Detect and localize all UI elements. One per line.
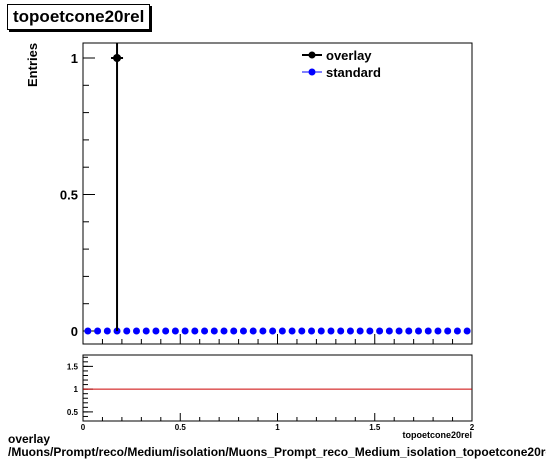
- standard-point: [239, 327, 247, 335]
- ratio-y-tick-label: 1: [74, 385, 79, 394]
- standard-point: [308, 327, 316, 335]
- ratio-frame: [82, 354, 473, 422]
- legend-marker: [308, 68, 316, 76]
- ratio-x-tick-label: 2: [470, 423, 475, 432]
- standard-point: [152, 327, 160, 335]
- y-tick-label: 1: [71, 51, 78, 66]
- standard-point: [415, 327, 423, 335]
- standard-point: [103, 327, 111, 335]
- standard-point: [337, 327, 345, 335]
- standard-point: [366, 327, 374, 335]
- standard-point: [356, 327, 364, 335]
- standard-point: [191, 327, 199, 335]
- standard-point: [453, 327, 461, 335]
- standard-point: [259, 327, 267, 335]
- standard-point: [171, 327, 179, 335]
- legend-marker: [308, 51, 316, 59]
- standard-point: [181, 327, 189, 335]
- standard-point: [201, 327, 209, 335]
- footer-path: /Muons/Prompt/reco/Medium/isolation/Muon…: [8, 445, 546, 459]
- standard-point: [94, 327, 102, 335]
- chart-title: topoetcone20rel: [7, 4, 151, 30]
- ratio-x-tick-label: 0.5: [175, 423, 187, 432]
- standard-point: [220, 327, 228, 335]
- ratio-x-tick-label: 1.5: [369, 423, 381, 432]
- standard-point: [249, 327, 257, 335]
- footer-label: overlay: [8, 432, 51, 446]
- standard-point: [376, 327, 384, 335]
- standard-point: [298, 327, 306, 335]
- ratio-y-tick-label: 1.5: [67, 362, 79, 371]
- main-plot: 0 0.5 1 Entries overlay standard: [25, 42, 473, 345]
- ratio-x-tick-label: 1: [275, 423, 280, 432]
- standard-point: [327, 327, 335, 335]
- standard-point: [278, 327, 286, 335]
- y-axis-label: Entries: [25, 43, 40, 87]
- standard-point: [424, 327, 432, 335]
- standard-point: [288, 327, 296, 335]
- legend-label: standard: [326, 65, 381, 80]
- ratio-x-tick-label: 0: [81, 423, 86, 432]
- standard-point: [434, 327, 442, 335]
- standard-point: [317, 327, 325, 335]
- standard-point: [142, 327, 150, 335]
- main-frame: [82, 42, 473, 345]
- y-tick-label: 0.5: [60, 188, 78, 203]
- standard-point: [346, 327, 354, 335]
- standard-point: [269, 327, 277, 335]
- x-axis-label: topoetcone20rel: [402, 430, 472, 440]
- standard-point: [162, 327, 170, 335]
- ratio-y-tick-label: 0.5: [67, 408, 79, 417]
- standard-point: [463, 327, 471, 335]
- standard-point: [405, 327, 413, 335]
- overlay-point: [113, 54, 122, 62]
- standard-point: [84, 327, 92, 335]
- standard-point: [132, 327, 140, 335]
- y-tick-label: 0: [71, 324, 78, 339]
- standard-point: [210, 327, 218, 335]
- standard-point: [444, 327, 452, 335]
- standard-point: [123, 327, 131, 335]
- standard-point: [395, 327, 403, 335]
- standard-point: [230, 327, 238, 335]
- legend-label: overlay: [326, 48, 372, 63]
- standard-point: [385, 327, 393, 335]
